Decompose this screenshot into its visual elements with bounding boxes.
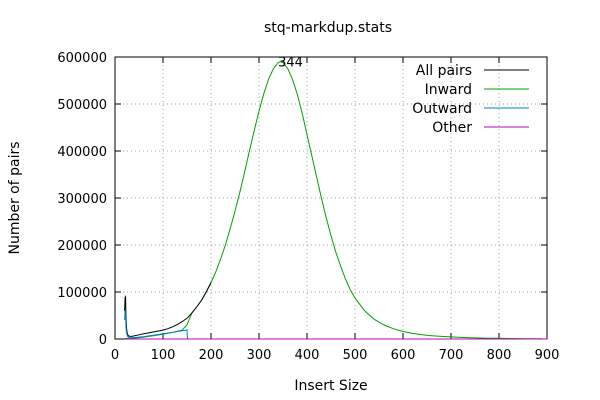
series-line-all-pairs xyxy=(124,282,212,337)
x-tick-label: 100 xyxy=(151,348,176,363)
legend-label-all-pairs: All pairs xyxy=(416,63,472,79)
y-tick-label: 200000 xyxy=(57,239,107,254)
x-tick-label: 700 xyxy=(439,348,464,363)
grid xyxy=(115,57,547,339)
x-tick-label: 0 xyxy=(111,348,119,363)
series-line-outward xyxy=(124,310,188,340)
x-tick-label: 300 xyxy=(247,348,272,363)
peak-label: 344 xyxy=(278,56,303,71)
series-line-inward xyxy=(124,61,543,340)
legend-label-outward: Outward xyxy=(412,101,472,117)
y-tick-label: 300000 xyxy=(57,192,107,207)
legend-label-inward: Inward xyxy=(425,82,472,98)
y-tick-label: 600000 xyxy=(57,51,107,66)
y-tick-label: 0 xyxy=(99,333,107,348)
x-tick-label: 800 xyxy=(487,348,512,363)
chart-title: stq-markdup.stats xyxy=(264,20,392,36)
series-group xyxy=(124,61,547,340)
y-tick-label: 500000 xyxy=(57,98,107,113)
x-axis-title: Insert Size xyxy=(294,378,367,394)
x-tick-label: 200 xyxy=(199,348,224,363)
axis-ticks: 0 100 200 300 400 500 600 700 800 900 0 100000 20000… xyxy=(57,51,559,363)
y-tick-label: 100000 xyxy=(57,286,107,301)
x-tick-label: 500 xyxy=(343,348,368,363)
y-tick-label: 400000 xyxy=(57,145,107,160)
y-axis-title: Number of pairs xyxy=(7,141,23,254)
legend-label-other: Other xyxy=(432,120,472,136)
x-tick-label: 900 xyxy=(535,348,560,363)
x-tick-label: 400 xyxy=(295,348,320,363)
x-tick-label: 600 xyxy=(391,348,416,363)
legend: All pairs Inward Outward Other xyxy=(412,63,529,136)
